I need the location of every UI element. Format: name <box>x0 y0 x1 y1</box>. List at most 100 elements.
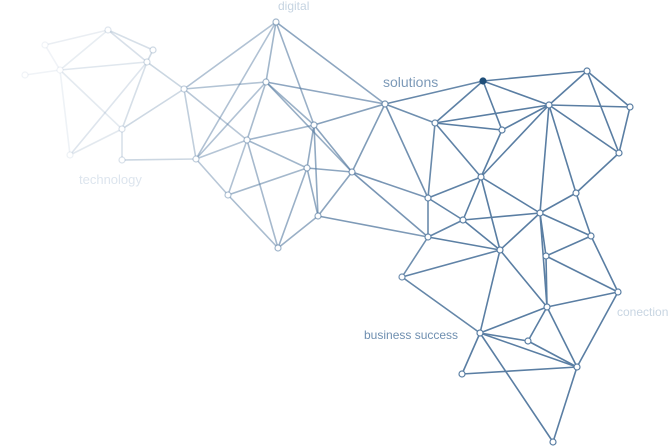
network-edge <box>427 176 482 199</box>
network-edge <box>590 235 619 293</box>
network-edge <box>546 291 619 308</box>
network-node <box>458 370 466 378</box>
network-edge <box>401 249 501 278</box>
network-edge <box>246 139 308 169</box>
network-node <box>224 191 232 199</box>
network-node <box>424 233 432 241</box>
network-edge <box>306 167 353 173</box>
network-edge <box>499 249 548 308</box>
network-node <box>192 155 200 163</box>
network-node <box>314 212 322 220</box>
network-node <box>381 100 389 108</box>
network-edge <box>384 80 484 105</box>
network-node <box>573 363 581 371</box>
network-node <box>477 173 485 181</box>
network-node <box>66 151 74 159</box>
network-edge <box>69 61 148 156</box>
network-edge <box>575 152 620 194</box>
network-node <box>274 244 282 252</box>
network-edge <box>539 192 577 214</box>
network-edge <box>227 167 308 196</box>
network-node <box>149 46 157 54</box>
network-edge <box>183 88 248 141</box>
network-edge <box>480 129 503 178</box>
network-node <box>587 232 595 240</box>
network-node <box>398 273 406 281</box>
network-node <box>348 168 356 176</box>
network-node <box>498 126 506 134</box>
network-edge <box>195 21 277 160</box>
network-node <box>542 252 550 260</box>
network-edge <box>434 104 550 124</box>
network-edge <box>586 70 620 154</box>
network-edge <box>275 21 386 105</box>
network-edge <box>69 128 123 156</box>
network-node <box>180 85 188 93</box>
network-edge <box>462 212 541 221</box>
network-edge <box>183 81 267 90</box>
network-edge <box>317 215 429 238</box>
network-edge <box>265 81 315 126</box>
network-edge <box>546 306 578 368</box>
network-edge <box>479 306 548 334</box>
network-edge <box>427 236 501 251</box>
network-edge <box>59 69 123 130</box>
network-node <box>272 18 280 26</box>
network-node <box>143 58 151 66</box>
network-edge <box>351 171 429 199</box>
network-edge <box>434 80 484 124</box>
network-edge <box>351 103 386 173</box>
network-node <box>524 337 532 345</box>
network-edge <box>306 124 315 169</box>
network-node <box>476 329 484 337</box>
network-node <box>104 26 112 34</box>
network-edge <box>479 332 554 443</box>
label-conection: conection <box>617 305 668 319</box>
network-edge <box>121 61 148 130</box>
network-node <box>549 438 557 446</box>
network-edge <box>461 332 481 375</box>
network-edge <box>107 29 154 51</box>
network-edge <box>44 29 109 46</box>
network-edge <box>401 276 481 334</box>
network-edge <box>275 21 315 126</box>
network-edge <box>146 61 185 90</box>
network-edge <box>427 122 436 199</box>
network-edge <box>499 212 541 251</box>
network-edge <box>59 29 109 71</box>
network-edge <box>351 171 429 238</box>
network-edge <box>548 104 631 108</box>
network-node <box>118 156 126 164</box>
network-edge <box>434 122 482 178</box>
network-edge <box>24 69 61 76</box>
network-node <box>583 67 591 75</box>
network-edge <box>384 103 436 124</box>
network-edge <box>586 70 631 108</box>
network-edge <box>479 332 529 342</box>
network-edge <box>246 124 315 141</box>
network-edge <box>313 124 353 173</box>
network-edge <box>277 215 319 249</box>
network-node <box>56 66 64 74</box>
network-edge <box>59 61 148 71</box>
network-edge <box>195 139 248 160</box>
network-node <box>545 101 553 109</box>
network-edge <box>462 176 482 221</box>
network-node <box>431 119 439 127</box>
network-edge <box>548 104 620 154</box>
network-edge <box>482 80 550 106</box>
network-edge <box>227 194 279 249</box>
network-edge <box>576 291 619 368</box>
network-edge <box>195 158 229 196</box>
network-edge <box>313 124 319 217</box>
network-edge <box>545 255 619 293</box>
network-edge <box>552 366 578 443</box>
network-node <box>310 121 318 129</box>
network-node <box>536 209 544 217</box>
network-edge <box>480 176 501 251</box>
network-edge <box>195 81 267 160</box>
network-edge <box>227 139 248 196</box>
network-node <box>243 136 251 144</box>
